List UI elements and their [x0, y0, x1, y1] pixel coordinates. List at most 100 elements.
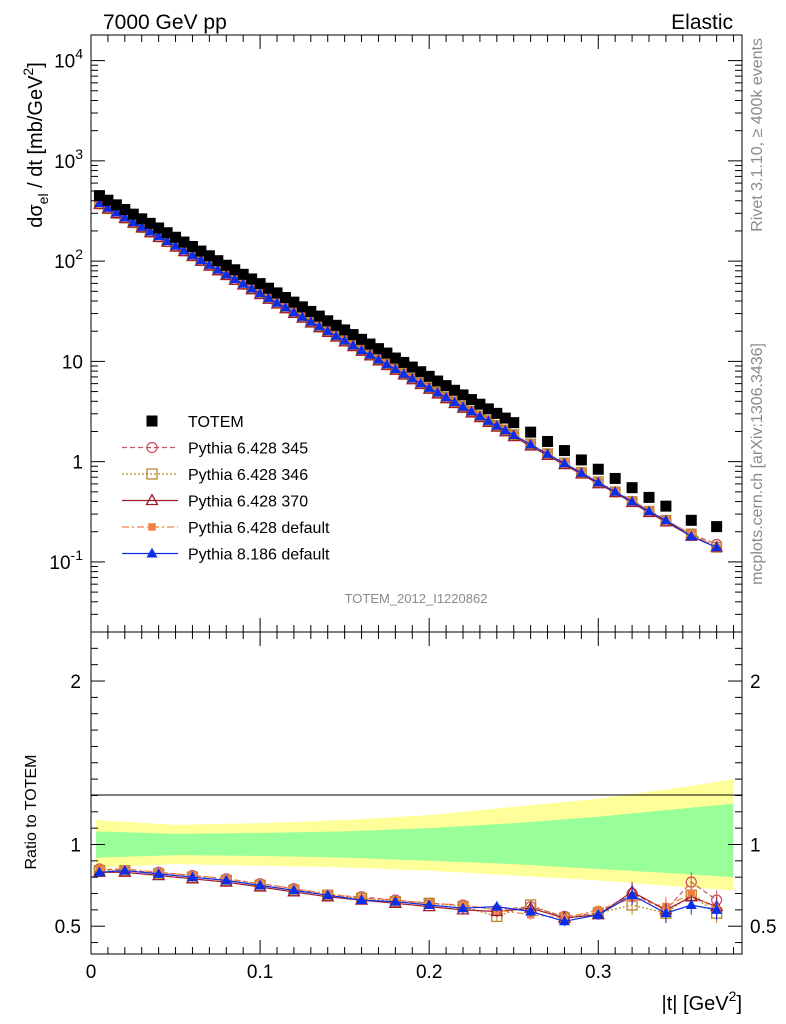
ratio-point — [288, 884, 300, 895]
ratio-point — [356, 894, 368, 905]
data-point — [127, 208, 139, 220]
data-point — [440, 391, 452, 402]
data-point — [263, 292, 274, 303]
ratio-axes: 0.5 0.5 1 1 2 2 0 0.1 0.2 0.3 — [55, 631, 776, 983]
ratio-point — [626, 889, 638, 900]
data-point — [423, 382, 435, 392]
main-axes: 10-1 1 10 102 103 104 — [49, 35, 742, 633]
data-point — [389, 352, 401, 364]
data-point — [474, 410, 486, 421]
x-tick-label: 0.1 — [247, 962, 273, 983]
x-label-superscript: 2 — [729, 988, 737, 1004]
data-point — [288, 296, 300, 308]
data-point — [339, 324, 351, 336]
y-tick-label: 102 — [54, 246, 83, 273]
main-y-axis-label: dσel / dt [mb/GeV2] — [20, 62, 51, 228]
data-point — [381, 358, 393, 369]
data-point — [592, 463, 604, 475]
legend-marker — [146, 547, 158, 558]
data-point — [491, 420, 503, 430]
data-point — [195, 245, 207, 257]
data-point — [136, 213, 148, 225]
ratio-y-tick-label-right: 0.5 — [750, 917, 776, 938]
data-point — [559, 457, 570, 468]
data-point — [685, 514, 697, 526]
ratio-plot-panel: 0.5 0.5 1 1 2 2 0 0.1 0.2 0.3 Ratio to TOTEM |t| … — [23, 631, 776, 1015]
data-point — [271, 287, 283, 299]
rivet-version-text: Rivet 3.1.10, ≥ 400k events — [749, 38, 766, 232]
data-point — [356, 344, 367, 355]
data-point — [330, 319, 342, 331]
main-frame — [90, 34, 743, 633]
data-point — [322, 315, 334, 327]
x-label-text: ] — [736, 993, 742, 1015]
ratio-point — [220, 874, 232, 885]
data-point — [127, 216, 139, 227]
data-point — [347, 329, 359, 341]
ratio-point — [711, 904, 723, 914]
data-point — [592, 476, 604, 487]
series-totem — [93, 190, 723, 533]
data-point — [220, 269, 232, 279]
data-point — [330, 330, 342, 340]
data-point — [204, 259, 215, 269]
ylabel-text: / dt [mb/GeV — [25, 75, 47, 193]
data-point — [246, 283, 257, 293]
data-point — [415, 366, 427, 378]
data-point — [347, 339, 359, 350]
ratio-y-tick-label-right: 2 — [750, 672, 761, 693]
data-point — [525, 426, 537, 438]
data-point — [237, 268, 249, 280]
data-point — [313, 310, 325, 322]
data-point — [110, 199, 122, 211]
data-point — [229, 264, 241, 276]
data-point — [170, 231, 182, 243]
data-point — [178, 236, 190, 248]
legend-item: Pythia 6.428 default — [122, 520, 330, 537]
data-point — [449, 384, 461, 396]
data-point — [626, 496, 638, 506]
legend-marker — [146, 468, 158, 480]
data-point — [119, 204, 131, 216]
y-tick-exponent: 2 — [75, 246, 83, 262]
data-point — [136, 221, 148, 231]
legend-marker — [146, 441, 158, 454]
ratio-point — [592, 909, 604, 919]
data-point — [288, 306, 300, 317]
ratio-point — [93, 866, 105, 877]
ylabel-subscript: el — [35, 193, 51, 204]
data-point — [339, 335, 350, 345]
legend-label: Pythia 6.428 370 — [188, 494, 308, 511]
legend-label: Pythia 6.428 default — [188, 520, 330, 537]
data-point — [558, 445, 570, 457]
data-point — [364, 349, 376, 359]
legend-label: Pythia 6.428 346 — [188, 467, 308, 484]
data-point — [297, 311, 308, 321]
analysis-label: TOTEM_2012_I1220862 — [345, 591, 488, 606]
data-point — [499, 424, 511, 435]
data-point — [161, 235, 173, 246]
data-point — [609, 472, 621, 484]
data-point — [643, 491, 655, 503]
ratio-point — [558, 915, 570, 926]
data-point — [542, 435, 554, 447]
legend-label: Pythia 8.186 default — [188, 547, 330, 564]
ratio-frame — [90, 631, 743, 955]
ratio-line — [99, 869, 717, 922]
data-point — [575, 454, 587, 466]
header-right-title: Elastic — [671, 11, 733, 34]
data-point — [305, 316, 317, 326]
ratio-point — [153, 868, 165, 878]
legend-item: Pythia 8.186 default — [122, 547, 330, 564]
data-point — [229, 273, 241, 284]
legend: TOTEM Pythia 6.428 345 Pythia 6.428 346 Pyt… — [122, 414, 330, 564]
data-point — [93, 190, 105, 202]
data-point — [373, 354, 384, 364]
data-point — [220, 259, 232, 271]
data-point — [491, 407, 503, 419]
data-point — [111, 207, 122, 217]
data-point — [711, 521, 723, 533]
data-point — [474, 398, 486, 410]
data-point — [406, 373, 418, 383]
